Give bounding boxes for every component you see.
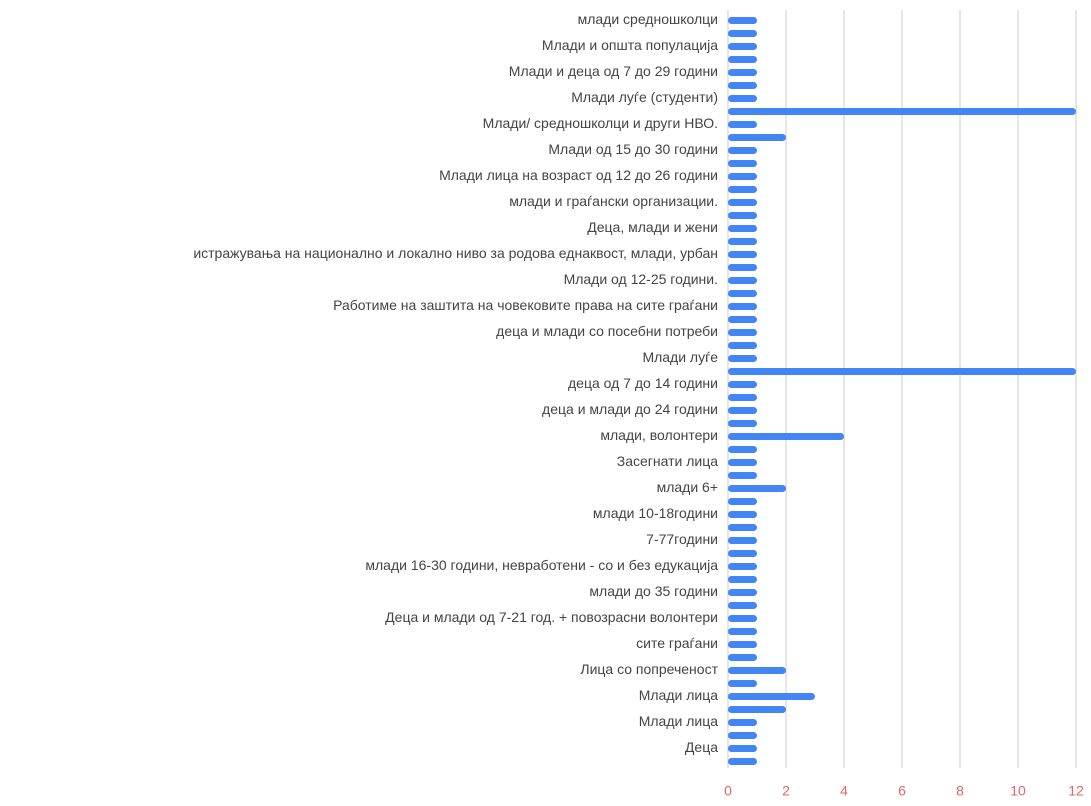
bar <box>728 56 757 63</box>
bar <box>728 537 757 544</box>
bar <box>728 225 757 232</box>
y-tick-label: Млади лица <box>639 713 719 729</box>
y-tick-label: 7-77години <box>646 531 718 547</box>
y-tick-label: Млади од 15 до 30 години <box>548 141 718 157</box>
bar <box>728 43 757 50</box>
bar <box>728 316 757 323</box>
bar <box>728 30 757 37</box>
y-tick-label: млади 10-18години <box>593 505 718 521</box>
y-tick-label: млади средношколци <box>578 11 718 27</box>
bar <box>728 719 757 726</box>
bar <box>728 355 757 362</box>
bar <box>728 680 757 687</box>
bar <box>728 407 757 414</box>
x-tick-label: 10 <box>1010 783 1026 799</box>
y-tick-label: млади 6+ <box>657 479 718 495</box>
bar <box>728 108 1076 115</box>
bar <box>728 290 757 297</box>
bar <box>728 303 757 310</box>
bar <box>728 667 786 674</box>
bar <box>728 69 757 76</box>
bar <box>728 706 786 713</box>
y-tick-label: Млади лица <box>639 687 719 703</box>
bar <box>728 615 757 622</box>
bar <box>728 420 757 427</box>
y-tick-label: Засегнати лица <box>617 453 718 469</box>
y-tick-label: Работиме на заштита на човековите права … <box>333 297 718 313</box>
bar <box>728 329 757 336</box>
bar <box>728 758 757 765</box>
bar <box>728 121 757 128</box>
y-tick-label: Лица со попреченост <box>580 661 718 677</box>
y-tick-label: Млади и деца од 7 до 29 години <box>509 63 718 79</box>
bar <box>728 264 757 271</box>
bar <box>728 524 757 531</box>
y-tick-label: Млади од 12-25 години. <box>564 271 718 287</box>
bar <box>728 199 757 206</box>
x-tick-label: 4 <box>840 783 848 799</box>
y-tick-label: млади и граѓански организации. <box>509 193 718 209</box>
bar <box>728 251 757 258</box>
y-tick-label: деца и млади до 24 години <box>542 401 718 417</box>
bar <box>728 238 757 245</box>
y-tick-label: Деца и млади од 7-21 год. + повозрасни в… <box>385 609 718 625</box>
bar <box>728 550 757 557</box>
bar <box>728 511 757 518</box>
bar <box>728 576 757 583</box>
bar <box>728 693 815 700</box>
y-tick-label: млади, волонтери <box>600 427 718 443</box>
bar <box>728 563 757 570</box>
y-tick-label: млади до 35 години <box>589 583 718 599</box>
bar <box>728 160 757 167</box>
bar <box>728 17 757 24</box>
bar <box>728 381 757 388</box>
y-tick-label: Деца <box>685 739 718 755</box>
bar <box>728 95 757 102</box>
y-tick-label: деца и млади со посебни потреби <box>496 323 718 339</box>
bar <box>728 277 757 284</box>
bar <box>728 472 757 479</box>
bar <box>728 433 844 440</box>
bar <box>728 602 757 609</box>
y-tick-label: сите граѓани <box>636 635 718 651</box>
bar <box>728 368 1076 375</box>
y-tick-label: истражувања на национално и локално ниво… <box>193 245 718 261</box>
bar <box>728 498 757 505</box>
bar <box>728 342 757 349</box>
x-tick-label: 8 <box>956 783 964 799</box>
y-tick-label: Млади/ средношколци и други НВО. <box>483 115 718 131</box>
bar <box>728 173 757 180</box>
y-tick-label: Млади и општа популација <box>542 37 718 53</box>
bar <box>728 394 757 401</box>
bar <box>728 732 757 739</box>
y-tick-label: Млади луѓе <box>642 349 718 365</box>
bar <box>728 446 757 453</box>
y-tick-label: Деца, млади и жени <box>587 219 718 235</box>
x-tick-label: 6 <box>898 783 906 799</box>
bar <box>728 134 786 141</box>
bar <box>728 212 757 219</box>
y-tick-label: млади 16-30 години, невработени - со и б… <box>365 557 718 573</box>
bar <box>728 589 757 596</box>
bar <box>728 641 757 648</box>
bar <box>728 485 786 492</box>
bar <box>728 186 757 193</box>
y-tick-label: Млади лица на возраст од 12 до 26 години <box>439 167 718 183</box>
bar <box>728 745 757 752</box>
bar <box>728 147 757 154</box>
x-tick-label: 0 <box>724 783 732 799</box>
bar <box>728 82 757 89</box>
x-tick-label: 12 <box>1068 783 1084 799</box>
bar <box>728 628 757 635</box>
y-tick-label: Млади луѓе (студенти) <box>571 89 718 105</box>
bar <box>728 459 757 466</box>
x-tick-label: 2 <box>782 783 790 799</box>
y-tick-label: деца од 7 до 14 години <box>568 375 718 391</box>
bar <box>728 654 757 661</box>
